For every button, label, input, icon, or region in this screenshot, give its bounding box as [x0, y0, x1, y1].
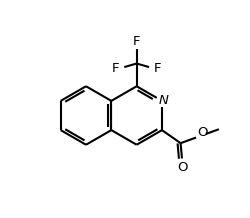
Text: F: F — [154, 62, 161, 75]
Text: O: O — [197, 126, 207, 140]
Text: O: O — [177, 161, 188, 174]
Text: F: F — [112, 62, 120, 75]
Text: N: N — [158, 94, 168, 107]
Text: F: F — [133, 35, 140, 48]
